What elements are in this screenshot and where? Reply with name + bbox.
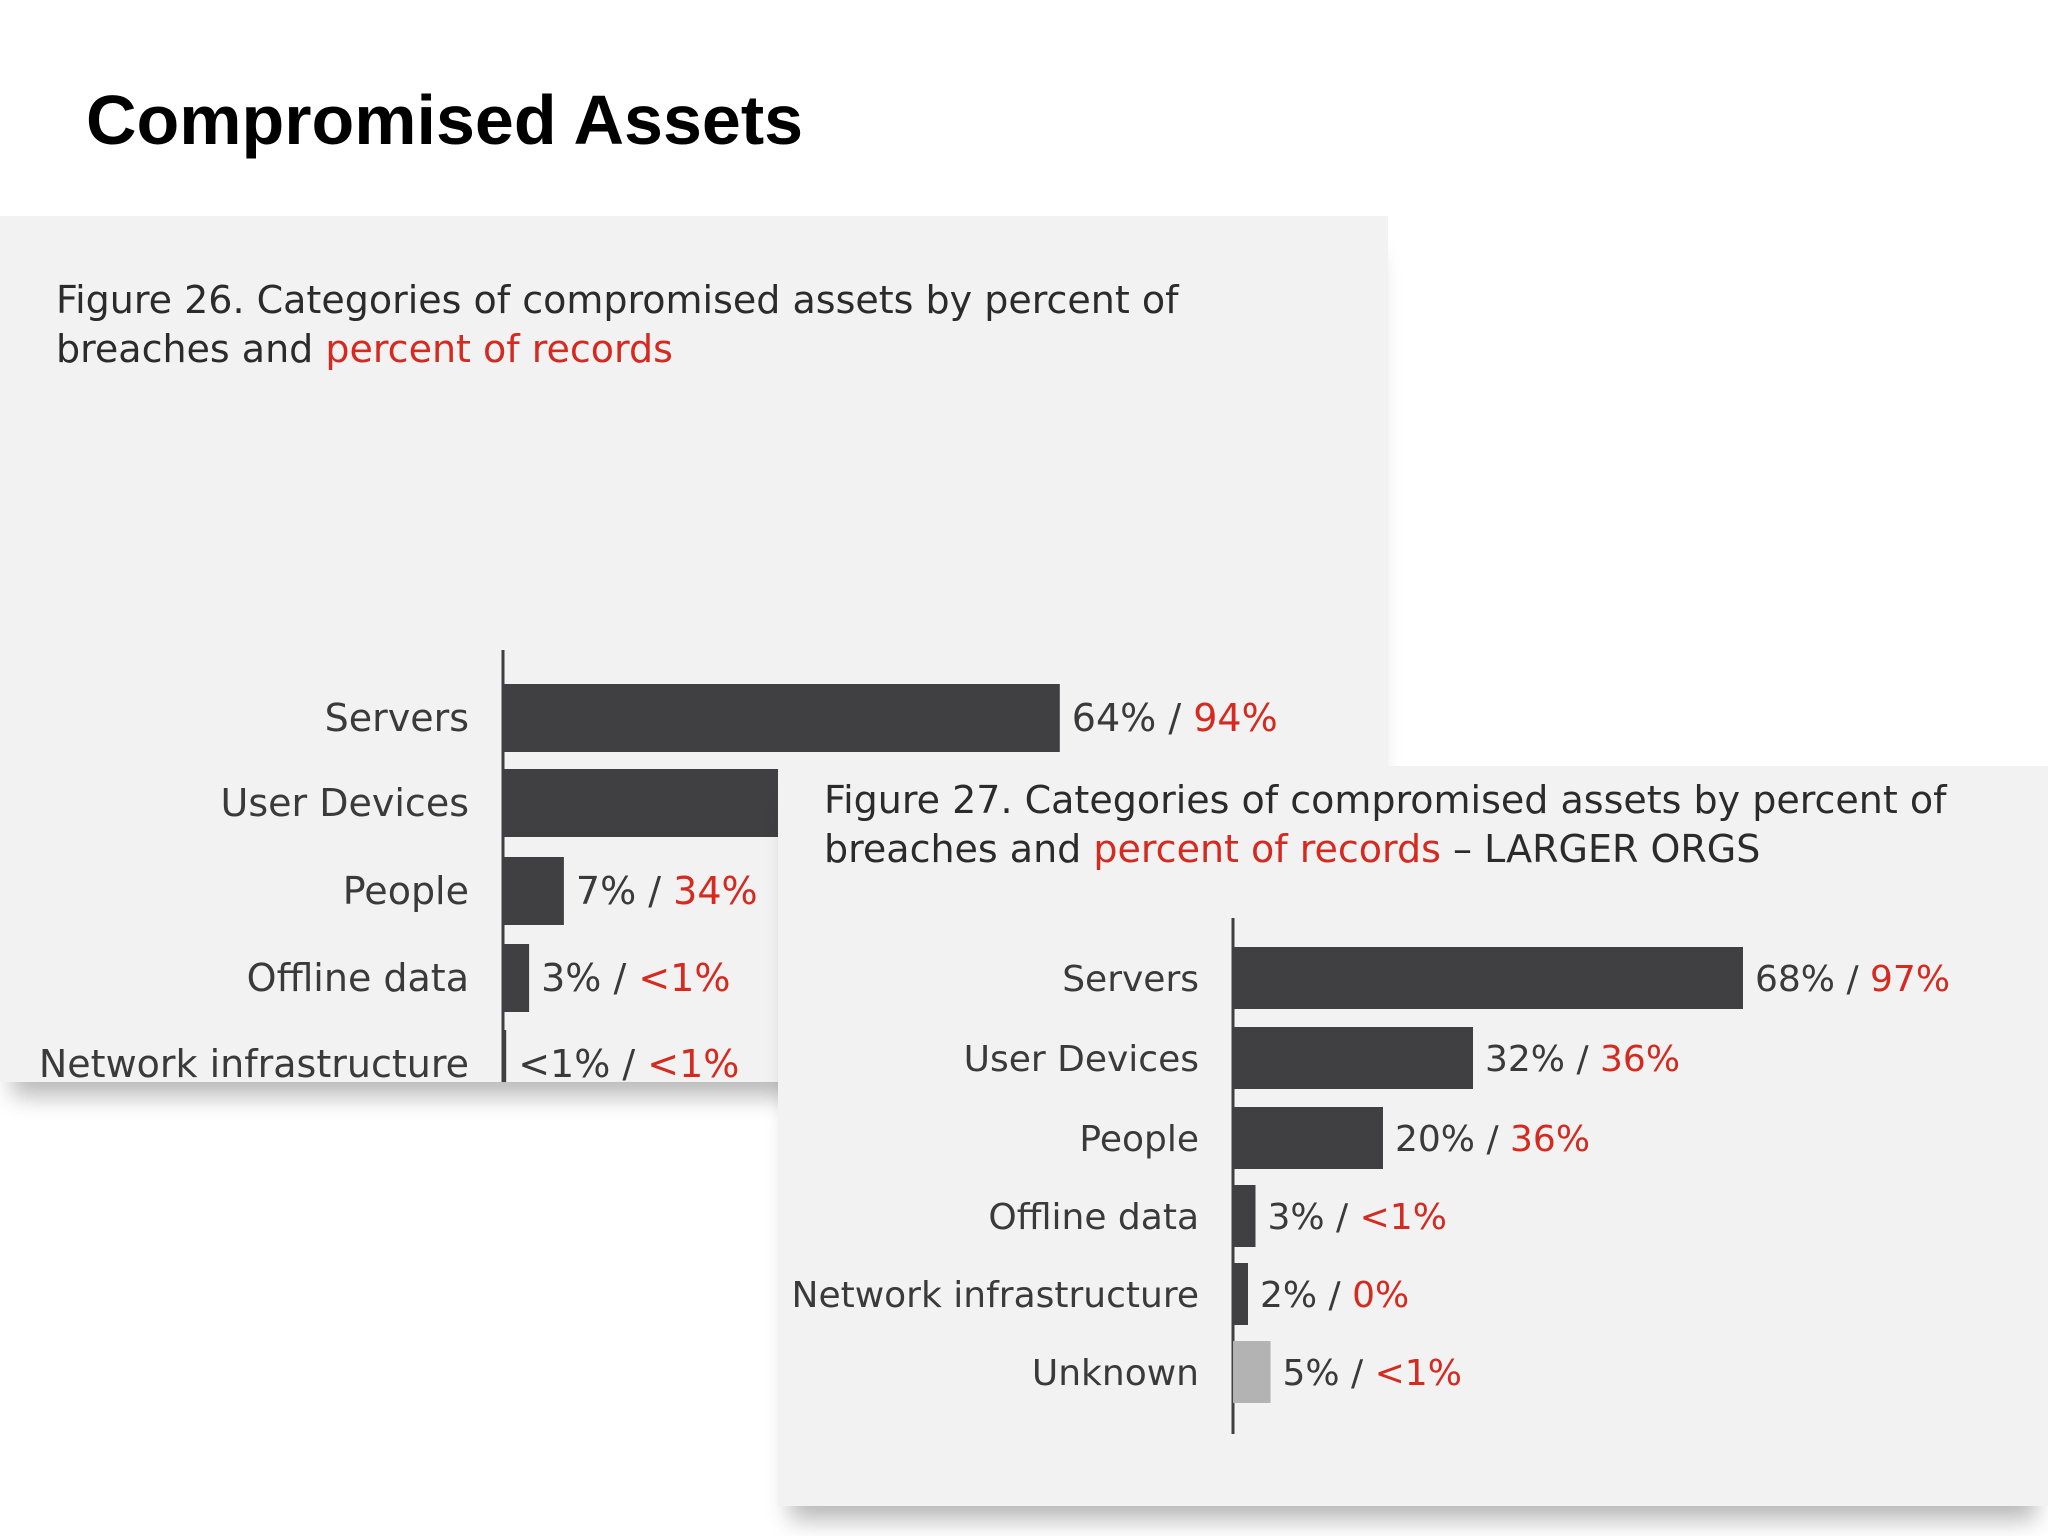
fig26-category-label-user-devices: User Devices: [221, 781, 469, 825]
fig27-category-label-unknown: Unknown: [1032, 1353, 1199, 1394]
fig27-bar-people: [1233, 1107, 1383, 1169]
fig26-bar-offline-data: [503, 944, 530, 1012]
fig26-category-label-network-infrastructure: Network infrastructure: [39, 1042, 469, 1082]
fig26-category-label-people: People: [343, 869, 469, 913]
fig26-value-label-offline-data: 3% / <1%: [541, 956, 730, 1000]
fig27-breaches-value-network-infrastructure: 2% /: [1260, 1275, 1352, 1316]
figure-26-caption: Figure 26. Categories of compromised ass…: [56, 276, 1178, 374]
fig27-records-value-people: 36%: [1510, 1119, 1590, 1160]
figure-26-caption-line2: breaches and: [56, 327, 326, 371]
fig26-value-label-servers: 64% / 94%: [1072, 696, 1278, 740]
fig27-records-value-offline-data: <1%: [1360, 1197, 1447, 1238]
fig27-bar-servers: [1233, 947, 1743, 1009]
figure-27-caption-suffix: – LARGER ORGS: [1440, 827, 1761, 871]
fig27-category-label-offline-data: Offline data: [988, 1197, 1199, 1238]
fig26-breaches-value-people: 7% /: [576, 869, 673, 913]
fig27-value-label-network-infrastructure: 2% / 0%: [1260, 1275, 1409, 1316]
fig26-records-value-offline-data: <1%: [638, 956, 730, 1000]
slide-title: Compromised Assets: [86, 81, 804, 159]
figure-26-caption-records: percent of records: [325, 327, 673, 371]
figure-27-caption: Figure 27. Categories of compromised ass…: [824, 776, 1946, 874]
fig27-breaches-value-servers: 68% /: [1755, 959, 1870, 1000]
fig27-category-label-people: People: [1079, 1119, 1199, 1160]
fig26-records-value-servers: 94%: [1193, 696, 1277, 740]
fig27-bar-offline-data: [1233, 1185, 1256, 1247]
fig26-category-label-servers: Servers: [325, 696, 469, 740]
fig27-category-label-servers: Servers: [1062, 959, 1199, 1000]
figure-27-panel: Figure 27. Categories of compromised ass…: [778, 766, 2048, 1506]
fig27-records-value-network-infrastructure: 0%: [1352, 1275, 1409, 1316]
figure-26-panel: Figure 26. Categories of compromised ass…: [0, 216, 1388, 1082]
fig27-value-label-unknown: 5% / <1%: [1283, 1353, 1462, 1394]
fig26-value-label-network-infrastructure: <1% / <1%: [518, 1042, 739, 1082]
fig26-breaches-value-offline-data: 3% /: [541, 956, 638, 1000]
fig26-value-label-people: 7% / 34%: [576, 869, 758, 913]
fig26-bar-network-infrastructure: [503, 1030, 507, 1082]
fig26-bar-servers: [503, 684, 1060, 752]
fig27-breaches-value-user-devices: 32% /: [1485, 1039, 1600, 1080]
fig27-breaches-value-unknown: 5% /: [1283, 1353, 1375, 1394]
fig27-value-label-servers: 68% / 97%: [1755, 959, 1950, 1000]
fig27-records-value-unknown: <1%: [1375, 1353, 1462, 1394]
fig26-category-label-offline-data: Offline data: [247, 956, 469, 1000]
fig27-category-label-user-devices: User Devices: [964, 1039, 1199, 1080]
fig26-records-value-network-infrastructure: <1%: [647, 1042, 739, 1082]
fig27-breaches-value-offline-data: 3% /: [1268, 1197, 1360, 1238]
fig26-breaches-value-servers: 64% /: [1072, 696, 1193, 740]
figure-27-chart: Servers 68% / 97% User Devices 32% / 36% Peo…: [792, 918, 1950, 1434]
figure-26-caption-line1: Figure 26. Categories of compromised ass…: [56, 278, 1179, 322]
figure-27-caption-line1: Figure 27. Categories of compromised ass…: [824, 778, 1947, 822]
fig27-value-label-user-devices: 32% / 36%: [1485, 1039, 1680, 1080]
fig26-breaches-value-network-infrastructure: <1% /: [518, 1042, 647, 1082]
fig27-value-label-people: 20% / 36%: [1395, 1119, 1590, 1160]
fig27-bar-network-infrastructure: [1233, 1263, 1248, 1325]
fig27-category-label-network-infrastructure: Network infrastructure: [792, 1275, 1199, 1316]
fig27-bar-user-devices: [1233, 1027, 1473, 1089]
fig27-records-value-user-devices: 36%: [1600, 1039, 1680, 1080]
figure-27-caption-line2: breaches and: [824, 827, 1094, 871]
fig27-breaches-value-people: 20% /: [1395, 1119, 1510, 1160]
fig26-bar-people: [503, 857, 564, 925]
fig27-value-label-offline-data: 3% / <1%: [1268, 1197, 1447, 1238]
fig26-records-value-people: 34%: [673, 869, 757, 913]
fig27-bar-unknown: [1233, 1341, 1271, 1403]
fig27-records-value-servers: 97%: [1870, 959, 1950, 1000]
figure-27-caption-records: percent of records: [1093, 827, 1441, 871]
